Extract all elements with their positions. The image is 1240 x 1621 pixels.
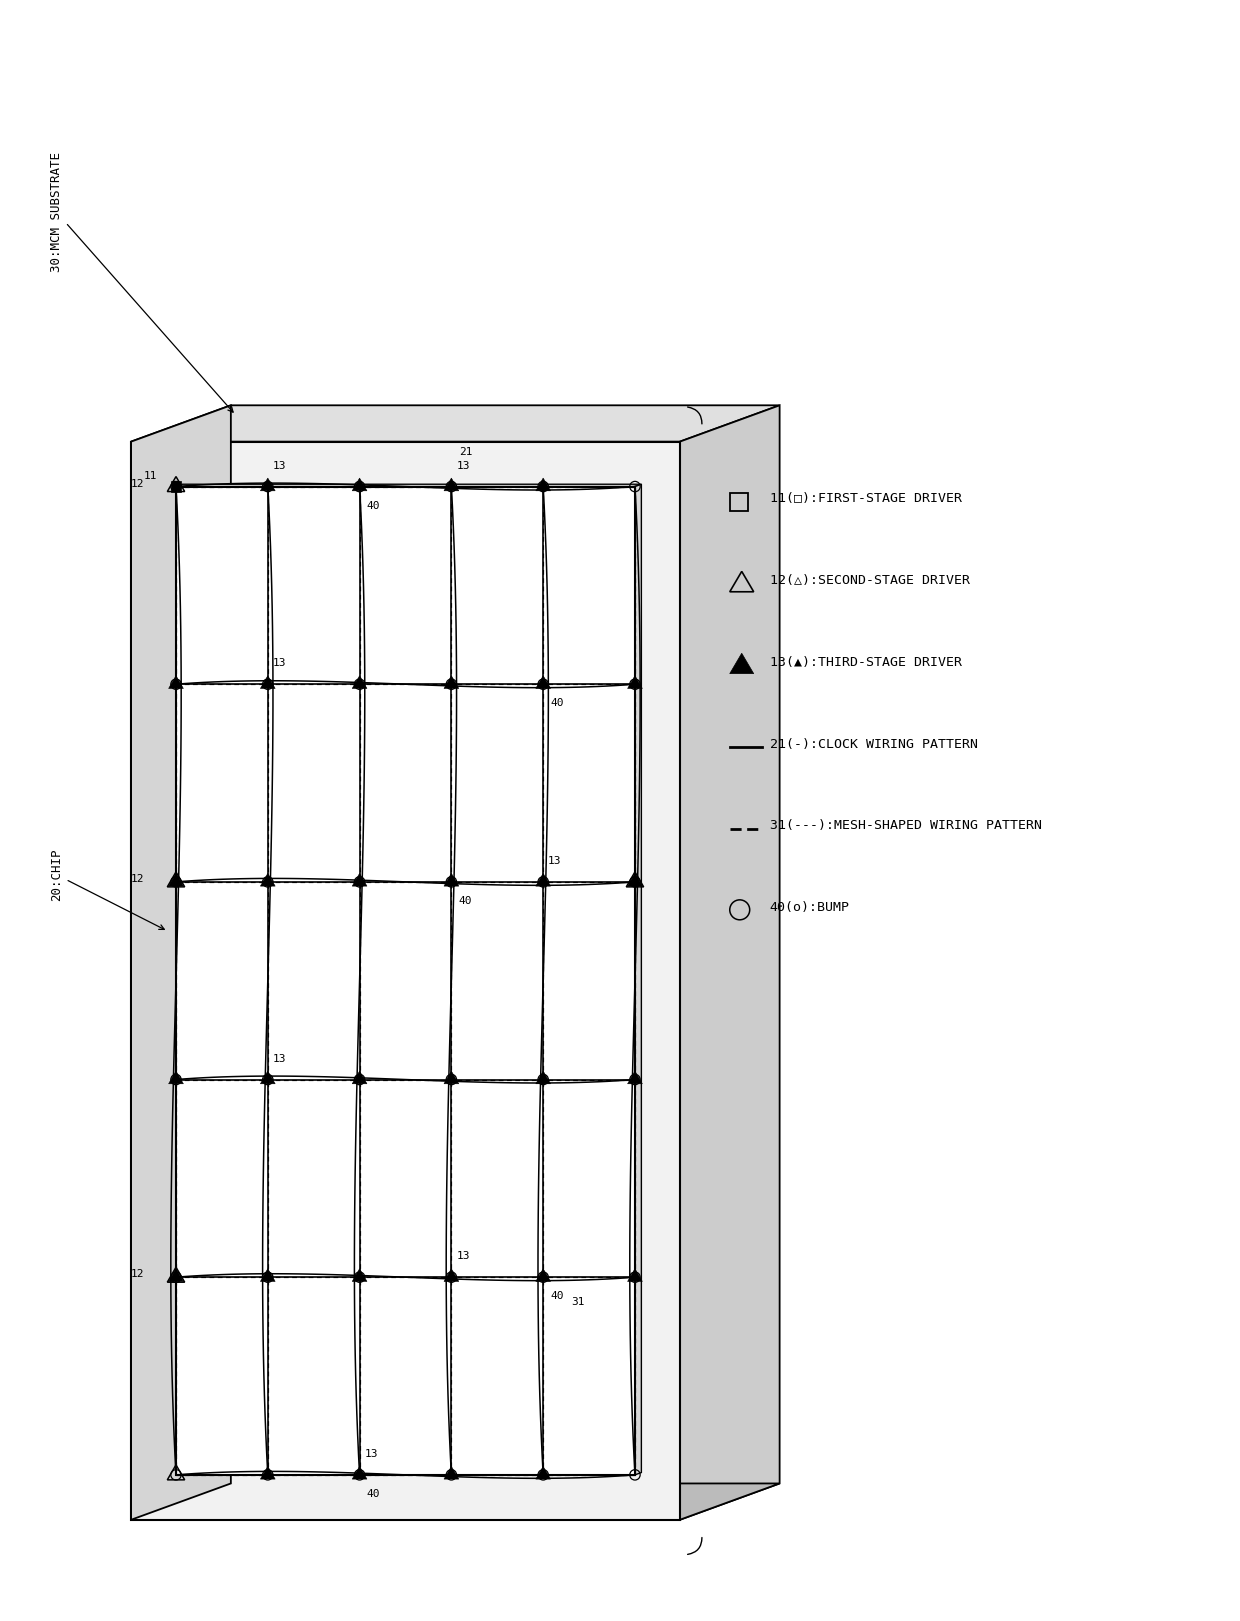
- Polygon shape: [635, 485, 641, 1475]
- Text: 13: 13: [365, 1449, 378, 1459]
- Polygon shape: [627, 676, 642, 689]
- Text: 40(o):BUMP: 40(o):BUMP: [770, 901, 849, 914]
- Polygon shape: [131, 405, 780, 441]
- Polygon shape: [131, 405, 231, 1520]
- Polygon shape: [536, 478, 551, 491]
- Text: 13: 13: [273, 1054, 286, 1063]
- Polygon shape: [444, 1467, 459, 1478]
- Text: 13(▲):THIRD-STAGE DRIVER: 13(▲):THIRD-STAGE DRIVER: [770, 657, 962, 669]
- Polygon shape: [730, 653, 754, 674]
- Text: 13: 13: [548, 856, 562, 866]
- Polygon shape: [536, 676, 551, 689]
- Polygon shape: [169, 1071, 184, 1084]
- Polygon shape: [352, 1269, 367, 1282]
- Text: 11(□):FIRST-STAGE DRIVER: 11(□):FIRST-STAGE DRIVER: [770, 493, 962, 506]
- Text: 11: 11: [144, 470, 157, 480]
- Polygon shape: [169, 1269, 184, 1282]
- Polygon shape: [444, 676, 459, 689]
- Text: 30:MCM SUBSTRATE: 30:MCM SUBSTRATE: [50, 152, 233, 412]
- Bar: [730, 493, 748, 511]
- Polygon shape: [352, 676, 367, 689]
- Polygon shape: [260, 1071, 275, 1084]
- Polygon shape: [131, 441, 680, 1520]
- Text: 31: 31: [572, 1297, 584, 1307]
- Polygon shape: [131, 1483, 780, 1520]
- Text: 40: 40: [367, 501, 381, 511]
- Polygon shape: [444, 478, 459, 491]
- Polygon shape: [260, 874, 275, 887]
- Text: 21: 21: [459, 447, 472, 457]
- Polygon shape: [627, 1071, 642, 1084]
- Polygon shape: [260, 676, 275, 689]
- Polygon shape: [352, 1071, 367, 1084]
- Text: 12: 12: [131, 478, 145, 488]
- Text: 13: 13: [456, 1251, 470, 1261]
- Polygon shape: [627, 874, 642, 887]
- Polygon shape: [352, 874, 367, 887]
- Text: 12: 12: [131, 874, 145, 883]
- Polygon shape: [627, 1269, 642, 1282]
- Polygon shape: [536, 874, 551, 887]
- Text: 12(△):SECOND-STAGE DRIVER: 12(△):SECOND-STAGE DRIVER: [770, 574, 970, 587]
- Text: 13: 13: [273, 658, 286, 668]
- Text: 40: 40: [551, 699, 564, 708]
- Polygon shape: [260, 478, 275, 491]
- Polygon shape: [176, 486, 635, 1475]
- Polygon shape: [352, 478, 367, 491]
- Polygon shape: [536, 1269, 551, 1282]
- Polygon shape: [352, 1467, 367, 1478]
- Text: 13: 13: [273, 460, 286, 470]
- Polygon shape: [444, 1269, 459, 1282]
- Polygon shape: [444, 1071, 459, 1084]
- Text: 40: 40: [459, 896, 472, 906]
- Text: 12: 12: [131, 1269, 145, 1279]
- Text: 40: 40: [367, 1488, 381, 1499]
- Polygon shape: [169, 874, 184, 887]
- Polygon shape: [260, 1269, 275, 1282]
- Text: 13: 13: [456, 460, 470, 470]
- Bar: [171, 481, 181, 493]
- Text: 21(-):CLOCK WIRING PATTERN: 21(-):CLOCK WIRING PATTERN: [770, 738, 977, 751]
- Text: 40: 40: [551, 1292, 564, 1302]
- Text: 31(---):MESH-SHAPED WIRING PATTERN: 31(---):MESH-SHAPED WIRING PATTERN: [770, 820, 1042, 833]
- Polygon shape: [176, 485, 641, 486]
- Text: 20:CHIP: 20:CHIP: [50, 848, 164, 929]
- Polygon shape: [260, 1467, 275, 1478]
- Polygon shape: [444, 874, 459, 887]
- Polygon shape: [536, 1071, 551, 1084]
- Polygon shape: [680, 405, 780, 1520]
- Polygon shape: [536, 1467, 551, 1478]
- Polygon shape: [169, 676, 184, 689]
